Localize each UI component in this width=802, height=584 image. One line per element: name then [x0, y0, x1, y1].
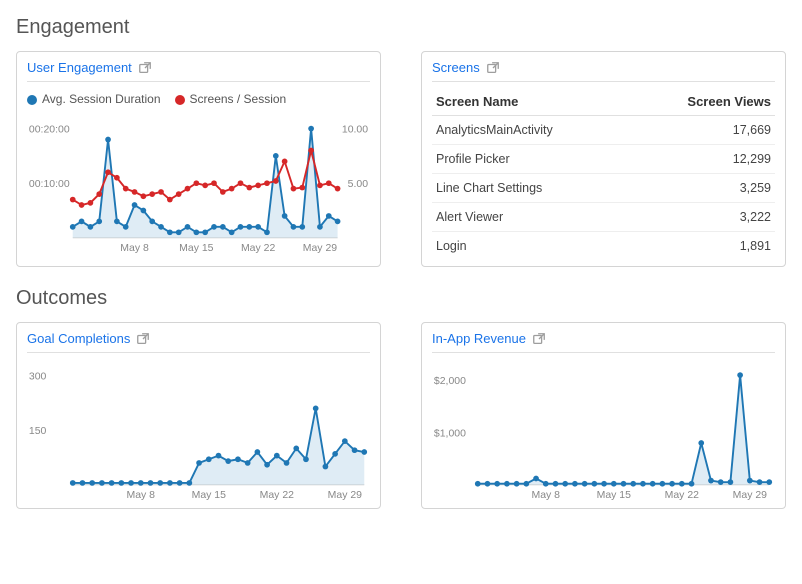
screens-card: Screens Screen Name Screen Views Analyti…: [421, 51, 786, 267]
svg-text:May 15: May 15: [192, 490, 227, 501]
svg-text:May 8: May 8: [532, 490, 561, 501]
user-engagement-chart-wrap: 00:20:00 00:10:00 10.00 5.00 May 8 May 15 May …: [27, 112, 370, 255]
in-app-revenue-title[interactable]: In-App Revenue: [432, 331, 526, 346]
svg-text:$1,000: $1,000: [434, 428, 466, 439]
screen-name: Line Chart Settings: [436, 181, 542, 195]
screen-views: 3,259: [681, 181, 771, 195]
table-row[interactable]: AnalyticsMainActivity 17,669: [432, 116, 775, 145]
screen-views: 12,299: [681, 152, 771, 166]
screen-name: AnalyticsMainActivity: [436, 123, 553, 137]
screens-table-body: AnalyticsMainActivity 17,669 Profile Picke…: [432, 116, 775, 260]
svg-text:May 8: May 8: [120, 243, 149, 254]
user-engagement-chart: 00:20:00 00:10:00 10.00 5.00 May 8 May 15 May …: [27, 112, 370, 255]
screens-table-header: Screen Name Screen Views: [432, 88, 775, 116]
svg-text:150: 150: [29, 426, 47, 437]
svg-text:May 22: May 22: [241, 243, 276, 254]
screen-name: Profile Picker: [436, 152, 510, 166]
external-link-icon[interactable]: [532, 332, 546, 346]
screens-col-name: Screen Name: [436, 94, 518, 109]
goal-completions-title[interactable]: Goal Completions: [27, 331, 130, 346]
user-engagement-card: User Engagement Avg. Session Duration Sc…: [16, 51, 381, 267]
svg-text:May 29: May 29: [303, 243, 338, 254]
user-engagement-legend: Avg. Session Duration Screens / Session: [27, 88, 370, 112]
outcomes-section-title: Outcomes: [16, 287, 786, 310]
svg-text:May 29: May 29: [733, 490, 768, 501]
outcomes-row: Goal Completions 300 150 May 8 May 15 May 22…: [16, 322, 786, 509]
svg-text:May 22: May 22: [260, 490, 295, 501]
screen-name: Login: [436, 239, 467, 253]
external-link-icon[interactable]: [136, 332, 150, 346]
svg-text:May 29: May 29: [328, 490, 363, 501]
table-row[interactable]: Line Chart Settings 3,259: [432, 174, 775, 203]
svg-text:May 15: May 15: [179, 243, 214, 254]
external-link-icon[interactable]: [486, 61, 500, 75]
svg-text:5.00: 5.00: [348, 179, 369, 190]
table-row[interactable]: Login 1,891: [432, 232, 775, 260]
screens-header: Screens: [432, 60, 775, 82]
engagement-section-title: Engagement: [16, 16, 786, 39]
svg-text:10.00: 10.00: [342, 124, 368, 135]
in-app-revenue-card: In-App Revenue $2,000 $1,000 May 8 May 15 Ma…: [421, 322, 786, 509]
svg-text:May 15: May 15: [597, 490, 632, 501]
goal-completions-chart: 300 150 May 8 May 15 May 22 May 29: [27, 359, 370, 502]
in-app-revenue-chart: $2,000 $1,000 May 8 May 15 May 22 May 29: [432, 359, 775, 502]
legend-item-avg-session: Avg. Session Duration: [27, 92, 161, 106]
svg-text:00:10:00: 00:10:00: [29, 179, 70, 190]
legend-item-screens-per-session: Screens / Session: [175, 92, 287, 106]
screen-name: Alert Viewer: [436, 210, 503, 224]
screen-views: 17,669: [681, 123, 771, 137]
table-row[interactable]: Profile Picker 12,299: [432, 145, 775, 174]
external-link-icon[interactable]: [138, 61, 152, 75]
in-app-revenue-header: In-App Revenue: [432, 331, 775, 353]
svg-text:00:20:00: 00:20:00: [29, 124, 70, 135]
legend-label-a: Avg. Session Duration: [42, 92, 161, 106]
svg-text:May 8: May 8: [127, 490, 156, 501]
svg-text:$2,000: $2,000: [434, 376, 466, 387]
svg-text:May 22: May 22: [665, 490, 700, 501]
svg-text:300: 300: [29, 371, 47, 382]
screens-title[interactable]: Screens: [432, 60, 480, 75]
screen-views: 3,222: [681, 210, 771, 224]
goal-completions-header: Goal Completions: [27, 331, 370, 353]
screens-col-views: Screen Views: [681, 94, 771, 109]
table-row[interactable]: Alert Viewer 3,222: [432, 203, 775, 232]
goal-completions-card: Goal Completions 300 150 May 8 May 15 May 22…: [16, 322, 381, 509]
in-app-revenue-chart-wrap: $2,000 $1,000 May 8 May 15 May 22 May 29: [432, 359, 775, 502]
user-engagement-title[interactable]: User Engagement: [27, 60, 132, 75]
user-engagement-header: User Engagement: [27, 60, 370, 82]
legend-dot-a: [27, 95, 37, 105]
legend-label-b: Screens / Session: [190, 92, 287, 106]
legend-dot-b: [175, 95, 185, 105]
goal-completions-chart-wrap: 300 150 May 8 May 15 May 22 May 29: [27, 359, 370, 502]
engagement-row: User Engagement Avg. Session Duration Sc…: [16, 51, 786, 267]
screen-views: 1,891: [681, 239, 771, 253]
